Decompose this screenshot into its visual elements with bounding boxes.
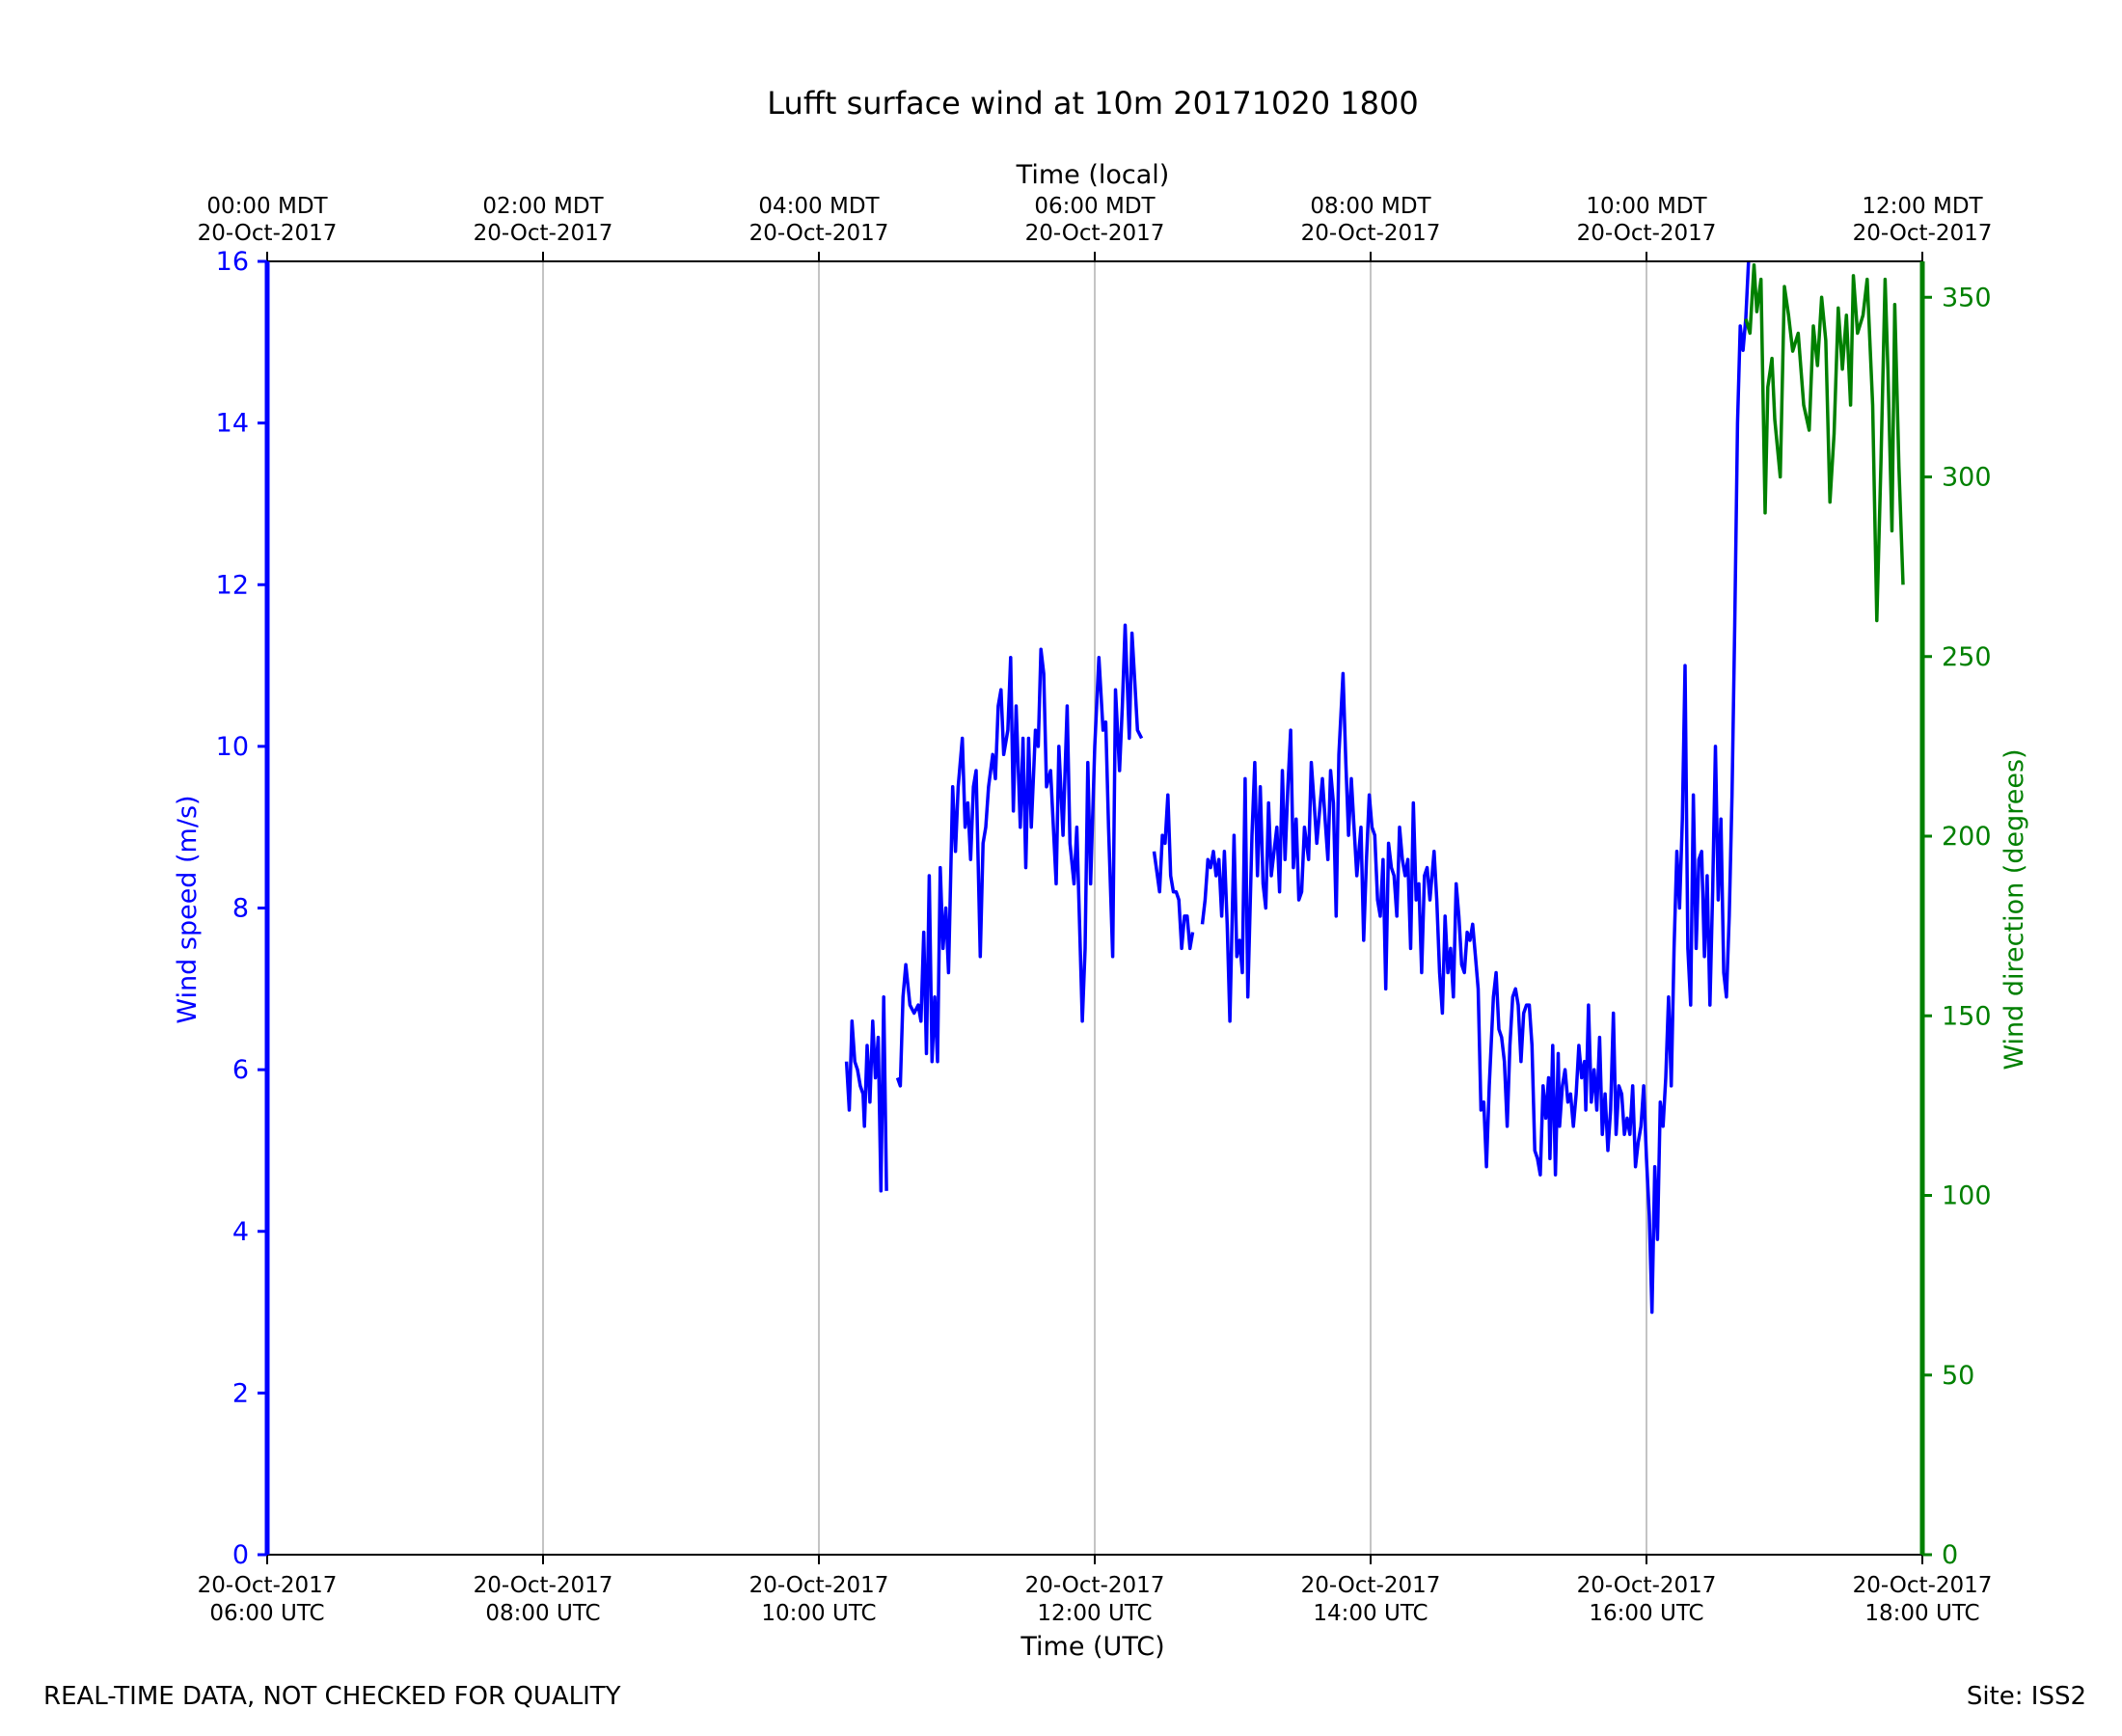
top-tick-label-date: 20-Oct-2017 [1301,221,1441,246]
top-tick-label-time: 06:00 MDT [1034,194,1156,219]
right-tick-label: 300 [1942,463,1992,493]
left-tick-label: 10 [216,732,249,762]
left-tick-label: 2 [232,1378,249,1408]
bottom-tick-label-time: 14:00 UTC [1313,1601,1428,1626]
right-axis-label: Wind direction (degrees) [2000,748,2029,1070]
top-tick-label-time: 04:00 MDT [758,194,880,219]
bottom-tick-label-date: 20-Oct-2017 [474,1573,613,1598]
left-tick-label: 16 [216,247,249,277]
bottom-tick-label-time: 10:00 UTC [761,1601,876,1626]
speed-series-line-0 [844,994,888,1193]
bottom-tick-label-date: 20-Oct-2017 [1025,1573,1165,1598]
speed-series-line-3 [1200,260,1751,1315]
top-tick-label-date: 20-Oct-2017 [1025,221,1165,246]
top-tick-label-date: 20-Oct-2017 [749,221,889,246]
right-tick-label: 0 [1942,1540,1958,1570]
top-tick-label-time: 12:00 MDT [1862,194,1983,219]
left-tick-label: 14 [216,409,249,439]
left-tick-label: 4 [232,1217,249,1247]
top-tick-label-time: 08:00 MDT [1310,194,1431,219]
right-tick-label: 350 [1942,283,1992,312]
left-axis-label: Wind speed (m/s) [173,795,203,1023]
right-tick-label: 50 [1942,1361,1974,1391]
bottom-axis-label: Time (UTC) [1020,1632,1164,1662]
bottom-tick-label-date: 20-Oct-2017 [1301,1573,1441,1598]
bottom-tick-label-date: 20-Oct-2017 [749,1573,889,1598]
bottom-tick-label-date: 20-Oct-2017 [198,1573,338,1598]
left-tick-label: 0 [232,1540,249,1570]
bottom-tick-label-date: 20-Oct-2017 [1577,1573,1717,1598]
top-tick-label-time: 02:00 MDT [482,194,604,219]
left-tick-label: 12 [216,570,249,600]
right-tick-label: 150 [1942,1001,1992,1031]
site-label: Site: ISS2 [1966,1682,2086,1711]
top-tick-label-date: 20-Oct-2017 [1577,221,1717,246]
direction-series-line-0 [1744,262,1905,623]
bottom-tick-label-time: 06:00 UTC [209,1601,324,1626]
top-tick-label-date: 20-Oct-2017 [474,221,613,246]
right-tick-label: 100 [1942,1181,1992,1211]
speed-series-line-1 [895,623,1144,1088]
speed-series-line-2 [1152,793,1195,951]
quality-disclaimer: REAL-TIME DATA, NOT CHECKED FOR QUALITY [43,1682,621,1711]
bottom-tick-label-time: 18:00 UTC [1864,1601,1979,1626]
series-layer [844,260,1905,1315]
top-tick-label-time: 00:00 MDT [206,194,328,219]
bottom-tick-label-time: 16:00 UTC [1589,1601,1703,1626]
top-axis-label: Time (local) [1016,160,1170,190]
left-tick-label: 8 [232,894,249,924]
top-tick-label-date: 20-Oct-2017 [198,221,338,246]
top-tick-label-date: 20-Oct-2017 [1853,221,1993,246]
right-tick-label: 250 [1942,642,1992,672]
bottom-tick-label-time: 08:00 UTC [485,1601,600,1626]
chart-title: Lufft surface wind at 10m 20171020 1800 [767,85,1418,122]
bottom-tick-label-time: 12:00 UTC [1037,1601,1152,1626]
right-tick-label: 200 [1942,822,1992,852]
left-tick-label: 6 [232,1055,249,1085]
top-tick-label-time: 10:00 MDT [1586,194,1707,219]
bottom-tick-label-date: 20-Oct-2017 [1853,1573,1993,1598]
